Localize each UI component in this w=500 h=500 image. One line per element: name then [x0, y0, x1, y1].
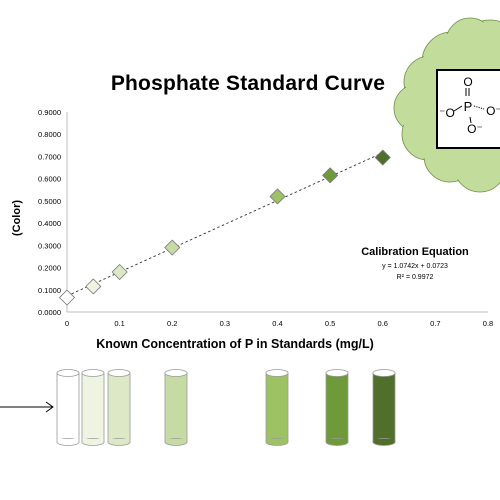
tube-bottom-cover: [57, 439, 79, 442]
x-tick-label: 0.4: [272, 319, 282, 328]
data-point: [269, 188, 286, 205]
tube-body: [164, 372, 188, 443]
test-tube: [56, 369, 80, 446]
tube-rim: [81, 369, 105, 377]
data-point: [85, 278, 102, 295]
y-tick-label: 0.6000: [38, 175, 61, 184]
tube-bottom-cover: [108, 439, 130, 442]
calibration-equation: y = 1.0742x + 0.0723: [382, 263, 448, 270]
calibration-title: Calibration Equation: [361, 246, 469, 258]
data-point: [164, 239, 181, 256]
tube-bottom-cover: [373, 439, 395, 442]
y-tick-label: 0.9000: [38, 108, 61, 117]
atom-o-top: O: [463, 75, 472, 89]
atom-o-left: ⁻O: [439, 106, 455, 120]
data-point: [58, 289, 76, 306]
bond-left: [453, 105, 463, 112]
bond-bottom: [469, 116, 472, 124]
y-tick-label: 0.7000: [38, 152, 61, 161]
tube-bottom-cover: [82, 439, 104, 442]
tube-rim: [164, 369, 188, 377]
calibration-r2: R² = 0.9972: [396, 274, 434, 281]
test-tube: [107, 369, 131, 446]
data-point: [322, 167, 339, 184]
y-tick-label: 0.3000: [38, 241, 61, 250]
x-tick-label: 0.7: [430, 319, 440, 328]
y-tick-label: 0.0000: [38, 308, 61, 317]
tube-rim: [372, 369, 396, 377]
test-tube: [164, 369, 188, 446]
cloud-fill: [447, 19, 493, 65]
tube-body: [372, 372, 396, 443]
tube-rim: [107, 369, 131, 377]
arrow-head: [45, 401, 54, 413]
x-tick-label: 0: [65, 319, 69, 328]
y-tick-label: 0.5000: [38, 197, 61, 206]
atom-o-right: O⁻: [486, 104, 500, 118]
x-tick-label: 0.6: [378, 319, 388, 328]
x-tick-label: 0.2: [167, 319, 177, 328]
phosphate-molecule: PO ⁻O O⁻O⁻: [439, 75, 500, 136]
tube-bottom-cover: [326, 439, 348, 442]
chart-title: Phosphate Standard Curve: [110, 72, 386, 95]
bond-right: [473, 105, 485, 110]
x-tick-label: 0.8: [483, 319, 493, 328]
tube-body: [325, 372, 349, 443]
y-tick-label: 0.1000: [38, 286, 61, 295]
tube-body: [56, 372, 80, 443]
atom-o-bottom: O⁻: [467, 122, 483, 136]
phosphate-cloud: PO ⁻O O⁻O⁻: [393, 17, 500, 193]
x-tick-label: 0.1: [114, 319, 124, 328]
tube-rim: [56, 369, 80, 377]
test-tube: [325, 369, 349, 446]
test-tube: [81, 369, 105, 446]
y-tick-label: 0.4000: [38, 219, 61, 228]
data-point: [111, 263, 128, 281]
tube-body: [81, 372, 105, 443]
atom-p: P: [464, 99, 473, 114]
y-tick-label: 0.8000: [38, 130, 61, 139]
data-point: [374, 149, 391, 166]
molecule-box: [436, 69, 500, 149]
x-axis-label: Known Concentration of P in Standards (m…: [96, 337, 374, 351]
tube-rim: [325, 369, 349, 377]
tube-bottom-cover: [266, 439, 288, 442]
y-tick-label: 0.2000: [38, 264, 61, 273]
y-axis-label: (Color): [11, 199, 23, 237]
test-tube: [372, 369, 396, 446]
tube-body: [265, 372, 289, 443]
tube-body: [107, 372, 131, 443]
tube-bottom-cover: [165, 439, 187, 442]
x-tick-label: 0.5: [325, 319, 335, 328]
tube-rim: [265, 369, 289, 377]
test-tube: [265, 369, 289, 446]
x-tick-label: 0.3: [220, 319, 230, 328]
